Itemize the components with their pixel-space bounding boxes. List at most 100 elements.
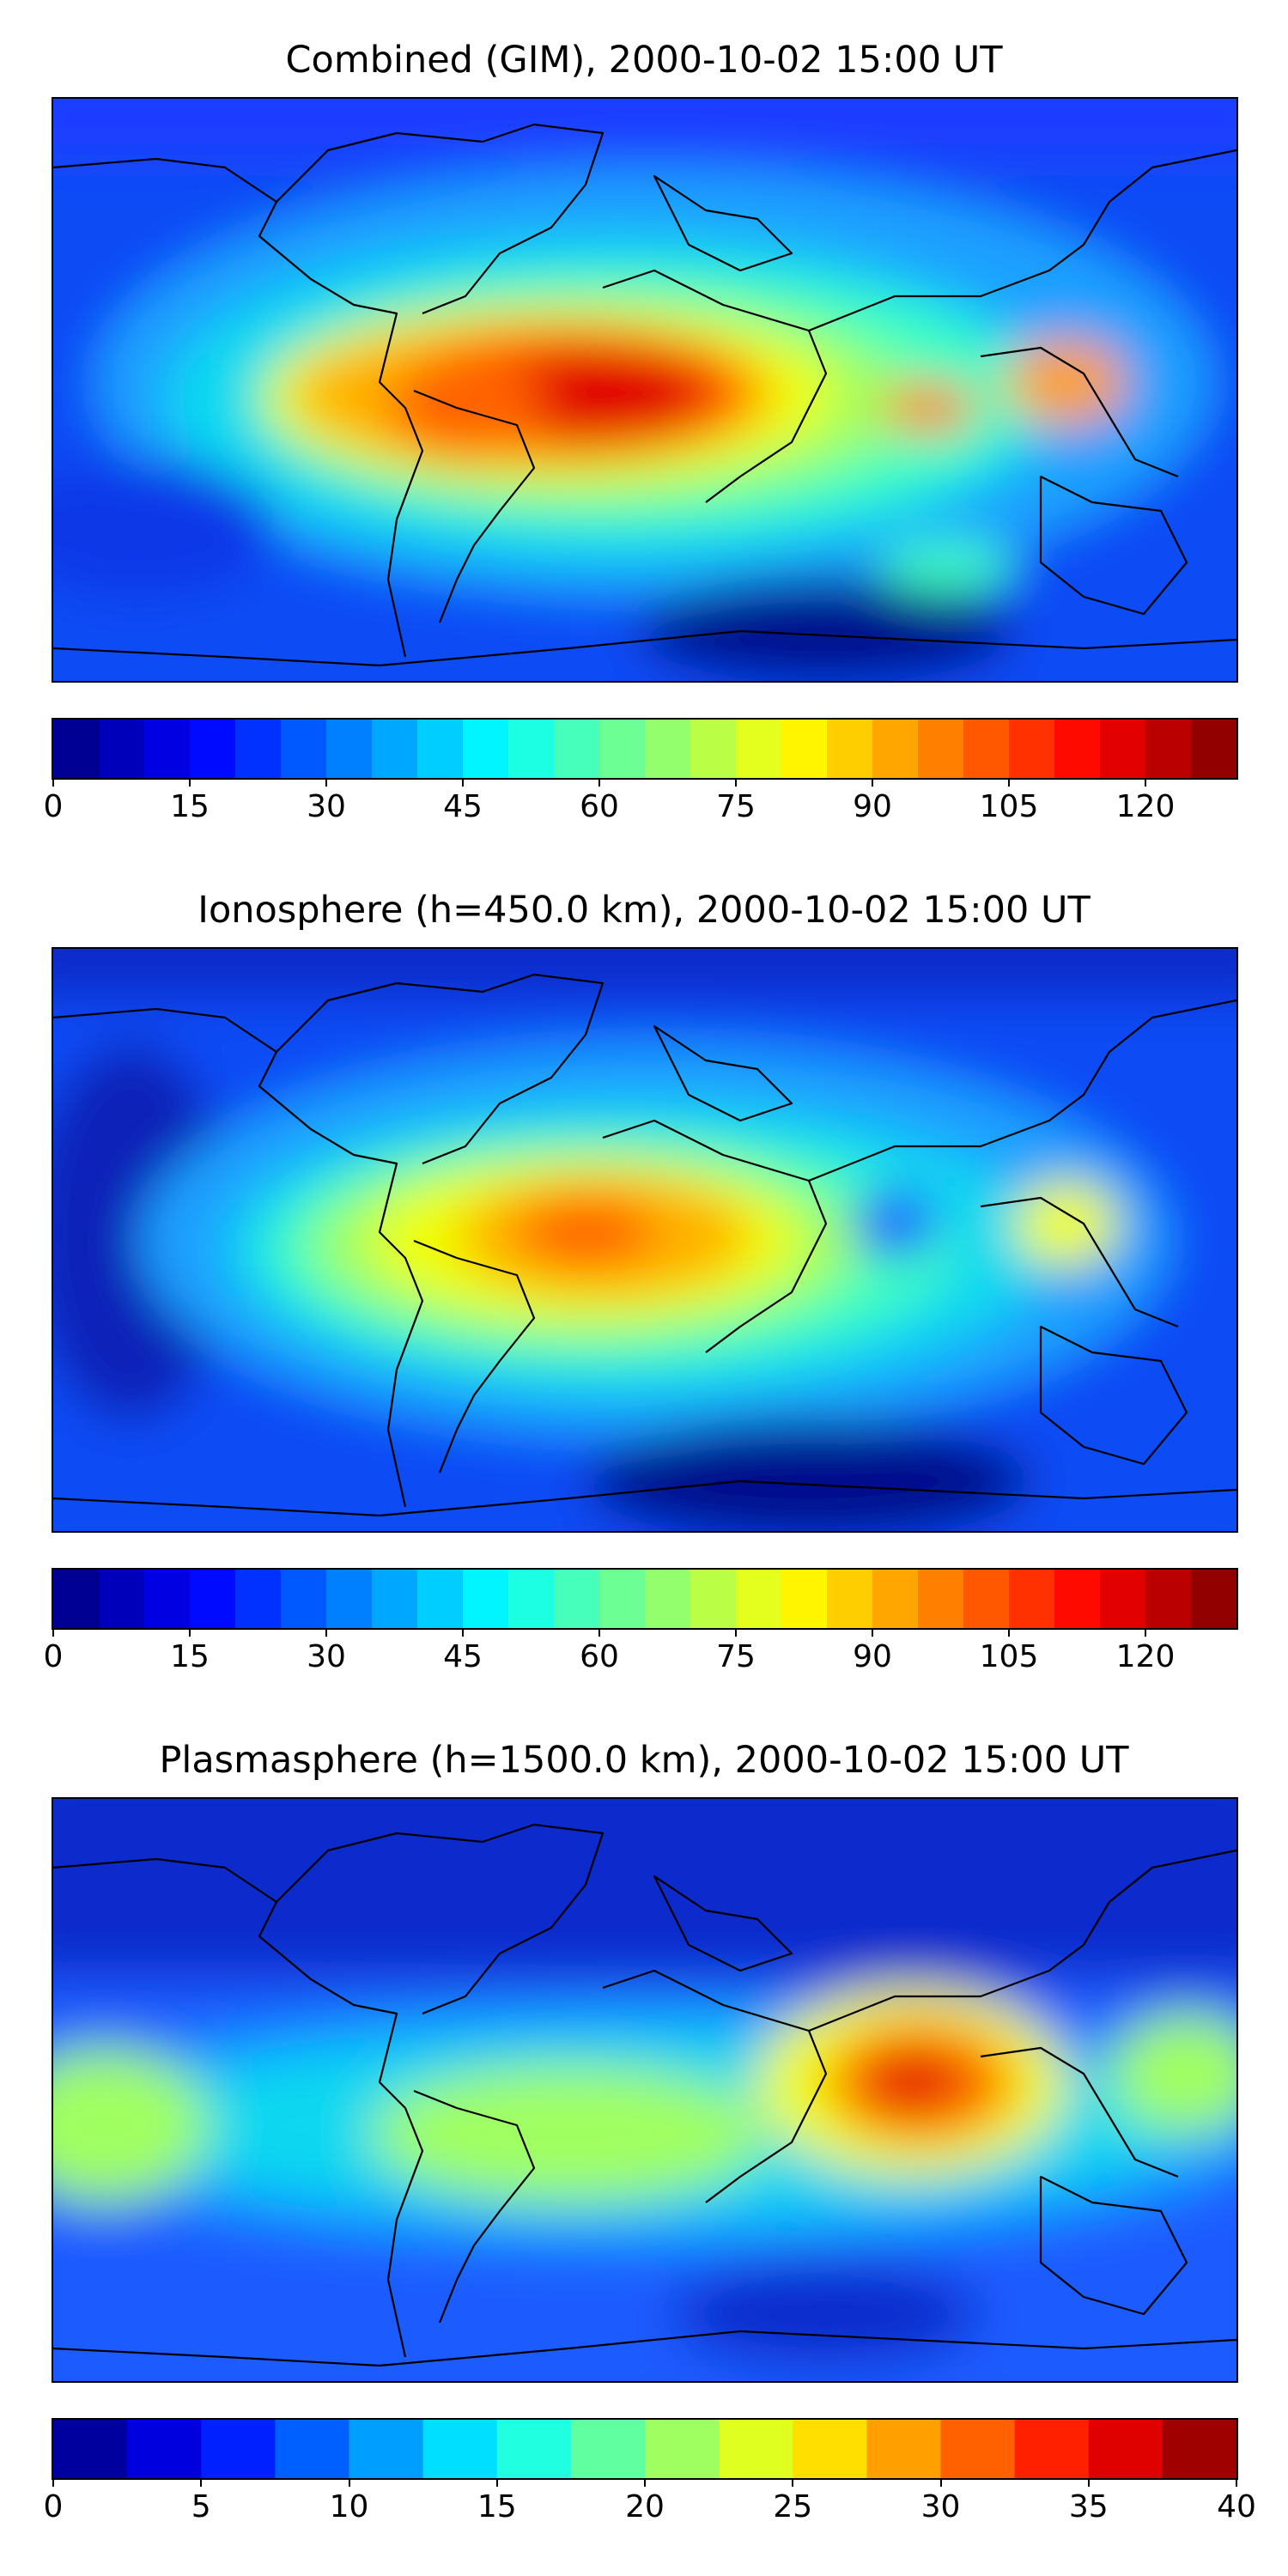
colorbar-tick-label: 5 xyxy=(191,2489,211,2524)
colorbar-tick-label: 45 xyxy=(443,789,483,824)
colorbar-segment xyxy=(190,720,236,778)
colorbar-tick-label: 0 xyxy=(43,789,64,824)
colorbar-segment xyxy=(235,1570,282,1628)
map-plasmasphere xyxy=(52,1797,1238,2383)
colorbar-tick-label: 10 xyxy=(329,2489,369,2524)
colorbar-combined-gradient xyxy=(53,720,1236,778)
colorbar-segment xyxy=(508,1570,555,1628)
colorbar-tick xyxy=(598,1628,600,1637)
colorbar-segment xyxy=(554,720,600,778)
colorbar-segment xyxy=(53,720,100,778)
colorbar-segment xyxy=(866,2420,942,2478)
colorbar-tick xyxy=(189,1628,191,1637)
colorbar-tick-label: 0 xyxy=(43,1639,64,1674)
colorbar-segment xyxy=(281,1570,327,1628)
colorbar-tick xyxy=(1236,2478,1237,2487)
colorbar-segment xyxy=(554,1570,600,1628)
colorbar-segment xyxy=(372,720,418,778)
colorbar-segment xyxy=(53,1570,100,1628)
colorbar-tick xyxy=(1008,1628,1010,1637)
map-ionosphere-svg xyxy=(53,949,1236,1531)
map-combined-svg xyxy=(53,99,1236,681)
colorbar-tick xyxy=(872,778,873,787)
colorbar-segment xyxy=(1191,1570,1236,1628)
colorbar-combined-ticks: 0 15 30 45 60 75 90 105 120 xyxy=(44,778,1238,829)
colorbar-segment xyxy=(872,1570,919,1628)
colorbar-segment xyxy=(599,720,646,778)
colorbar-segment xyxy=(326,720,373,778)
colorbar-tick-label: 120 xyxy=(1115,1639,1176,1674)
colorbar-tick xyxy=(1008,778,1010,787)
colorbar-tick-label: 15 xyxy=(170,1639,210,1674)
colorbar-segment xyxy=(645,2420,720,2478)
colorbar-segment xyxy=(570,2420,646,2478)
colorbar-tick xyxy=(52,1628,54,1637)
colorbar-tick xyxy=(735,778,737,787)
colorbar-ionosphere-gradient xyxy=(53,1570,1236,1628)
colorbar-tick-label: 75 xyxy=(716,1639,756,1674)
colorbar-segment xyxy=(719,2420,793,2478)
colorbar-tick xyxy=(644,2478,646,2487)
colorbar-tick xyxy=(939,2478,942,2487)
colorbar-tick xyxy=(325,778,327,787)
map-ionosphere xyxy=(52,947,1238,1533)
map-plasmasphere-svg xyxy=(53,1799,1236,2381)
colorbar-tick xyxy=(495,2478,498,2487)
colorbar-tick xyxy=(348,2478,350,2487)
colorbar-segment xyxy=(1009,720,1055,778)
colorbar-segment xyxy=(1145,1570,1192,1628)
colorbar-segment xyxy=(326,1570,373,1628)
colorbar-tick-label: 20 xyxy=(625,2489,665,2524)
colorbar-tick xyxy=(872,1628,873,1637)
colorbar-tick xyxy=(598,778,600,787)
colorbar-tick-label: 30 xyxy=(920,2489,961,2524)
colorbar-tick-label: 40 xyxy=(1217,2489,1256,2524)
colorbar-segment xyxy=(235,720,282,778)
colorbar-segment xyxy=(463,720,509,778)
colorbar-tick-label: 30 xyxy=(307,789,346,824)
colorbar-segment xyxy=(918,720,964,778)
colorbar-tick xyxy=(1145,1628,1146,1637)
colorbar-tick xyxy=(735,1628,737,1637)
colorbar-segment xyxy=(99,1570,145,1628)
colorbar-tick-label: 90 xyxy=(853,789,892,824)
colorbar-segment xyxy=(940,2420,1016,2478)
colorbar-tick-label: 120 xyxy=(1115,789,1176,824)
colorbar-tick-label: 60 xyxy=(580,789,619,824)
colorbar-segment xyxy=(690,720,737,778)
colorbar-segment xyxy=(53,2420,128,2478)
colorbar-segment xyxy=(645,1570,691,1628)
colorbar-tick-label: 15 xyxy=(477,2489,517,2524)
colorbar-segment xyxy=(963,720,1010,778)
colorbar-segment xyxy=(190,1570,236,1628)
colorbar-segment xyxy=(1100,720,1146,778)
colorbar-tick-label: 30 xyxy=(307,1639,346,1674)
colorbar-tick-label: 25 xyxy=(773,2489,813,2524)
colorbar-tick-label: 15 xyxy=(170,789,210,824)
colorbar-segment xyxy=(422,2420,498,2478)
colorbar-segment xyxy=(127,2420,202,2478)
map-combined xyxy=(52,97,1238,683)
colorbar-segment xyxy=(1088,2420,1163,2478)
colorbar-segment xyxy=(281,720,327,778)
colorbar-tick xyxy=(52,2478,54,2487)
colorbar-segment xyxy=(508,720,555,778)
colorbar-segment xyxy=(1009,1570,1055,1628)
colorbar-segment xyxy=(963,1570,1010,1628)
colorbar-segment xyxy=(1162,2420,1236,2478)
colorbar-segment xyxy=(918,1570,964,1628)
colorbar-segment xyxy=(417,720,464,778)
colorbar-segment xyxy=(872,720,919,778)
colorbar-segment xyxy=(1054,720,1101,778)
colorbar-tick-label: 105 xyxy=(979,1639,1039,1674)
colorbar-tick-label: 0 xyxy=(43,2489,64,2524)
colorbar-segment xyxy=(645,720,691,778)
colorbar-segment xyxy=(144,720,191,778)
colorbar-tick xyxy=(1087,2478,1090,2487)
colorbar-plasmasphere-ticks: 0 5 10 15 20 25 30 35 40 xyxy=(44,2478,1256,2530)
colorbar-segment xyxy=(275,2420,350,2478)
colorbar-segment xyxy=(793,2420,867,2478)
colorbar-tick xyxy=(462,1628,464,1637)
colorbar-segment xyxy=(1191,720,1236,778)
colorbar-tick xyxy=(462,778,464,787)
